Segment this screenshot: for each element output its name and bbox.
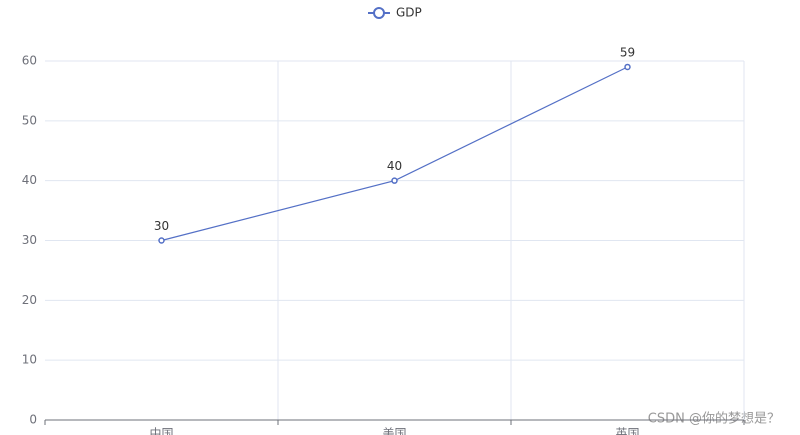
watermark: CSDN @你的梦想是？ [648,411,780,427]
point [391,177,398,184]
data-label: 40 [387,159,402,173]
x-tick-label: 美国 [382,427,406,435]
x-tick-label: 英国 [615,427,639,435]
y-tick-label: 20 [22,293,37,307]
x-tick-label: 中国 [149,426,173,435]
y-tick-label: 60 [22,54,37,68]
y-tick-label: 10 [22,353,37,367]
legend-label: GDP [396,6,422,20]
point [158,237,165,244]
line [161,66,628,242]
data-label: 30 [154,219,169,233]
y-tick-label: 30 [22,233,37,247]
y-tick-label: 40 [22,173,37,187]
data-label: 59 [620,45,635,59]
y-tick-label: 50 [22,113,37,127]
point [624,63,631,71]
legend-marker [373,7,385,19]
y-tick-label: 0 [29,413,37,427]
